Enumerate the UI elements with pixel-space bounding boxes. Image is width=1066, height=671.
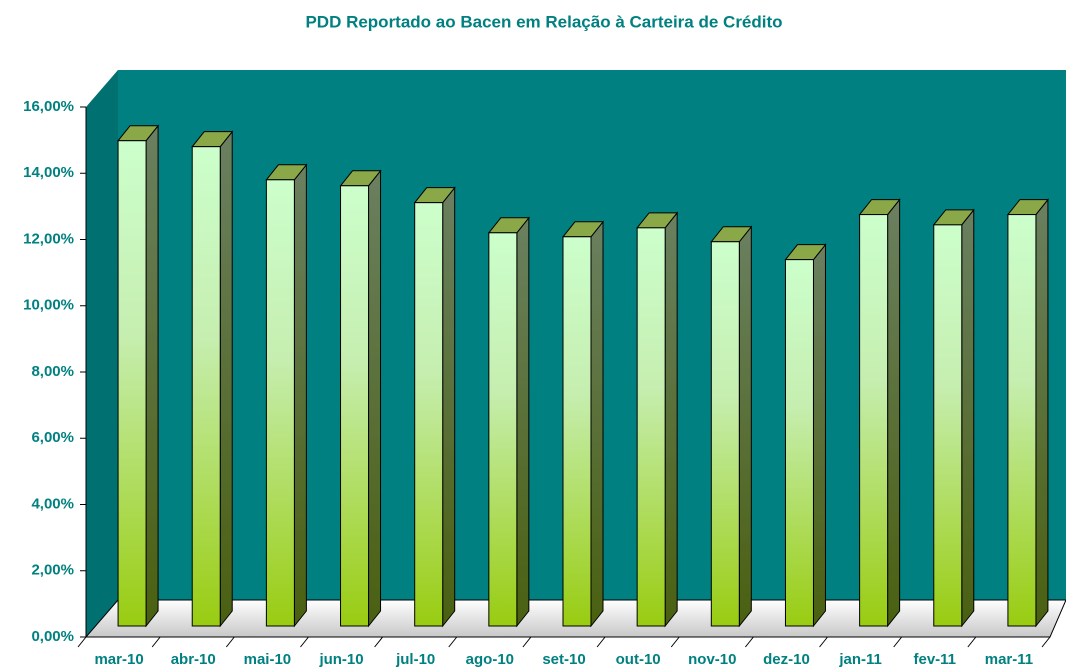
x-tick-label: fev-11 bbox=[913, 651, 956, 668]
x-tick-label: mai-10 bbox=[244, 651, 292, 668]
x-tick-label: jun-10 bbox=[318, 651, 363, 668]
bar bbox=[117, 140, 147, 627]
y-tick-label: 14,00% bbox=[23, 164, 74, 181]
x-tick bbox=[670, 636, 680, 648]
x-tick bbox=[77, 636, 87, 648]
x-tick-label: dez-10 bbox=[763, 651, 810, 668]
x-tick bbox=[225, 636, 235, 648]
x-tick-label: set-10 bbox=[542, 651, 585, 668]
bar-side bbox=[590, 220, 604, 628]
y-tick-label: 4,00% bbox=[31, 495, 74, 512]
bar-side bbox=[293, 163, 307, 628]
bar-side bbox=[442, 186, 456, 628]
x-tick-label: mar-10 bbox=[94, 651, 143, 668]
x-tick bbox=[596, 636, 606, 648]
x-tick-label: out-10 bbox=[616, 651, 661, 668]
x-tick-label: mar-11 bbox=[985, 651, 1033, 668]
y-tick-label: 10,00% bbox=[23, 297, 74, 314]
bar bbox=[710, 241, 740, 627]
bar-side bbox=[145, 124, 159, 628]
y-tick-label: 6,00% bbox=[31, 429, 74, 446]
bar bbox=[414, 202, 444, 627]
x-tick bbox=[967, 636, 977, 648]
side-wall bbox=[86, 70, 118, 637]
bar bbox=[933, 224, 963, 627]
chart-title: PDD Reportado ao Bacen em Relação à Cart… bbox=[305, 12, 782, 31]
x-tick-label: jul-10 bbox=[395, 651, 435, 668]
bar-side bbox=[368, 169, 382, 628]
y-tick-label: 2,00% bbox=[31, 562, 74, 579]
bar-side bbox=[961, 208, 975, 628]
x-tick bbox=[522, 636, 532, 648]
bar-side bbox=[664, 211, 678, 628]
x-tick bbox=[448, 636, 458, 648]
bar bbox=[636, 227, 666, 627]
x-tick bbox=[1041, 636, 1051, 648]
bar bbox=[340, 185, 370, 627]
bar bbox=[562, 236, 592, 627]
bar bbox=[859, 214, 889, 627]
x-tick bbox=[151, 636, 161, 648]
x-tick bbox=[300, 636, 309, 648]
x-tick bbox=[744, 636, 754, 648]
x-tick bbox=[819, 636, 828, 648]
x-tick bbox=[893, 636, 903, 648]
x-tick-label: ago-10 bbox=[466, 651, 514, 668]
x-tick-label: jan-11 bbox=[838, 651, 882, 668]
bar-side bbox=[219, 130, 233, 628]
y-tick-label: 16,00% bbox=[23, 98, 74, 115]
bar-side bbox=[1035, 198, 1049, 628]
bar-side bbox=[812, 243, 826, 628]
bar-side bbox=[738, 225, 752, 628]
bar bbox=[1007, 214, 1037, 627]
bar bbox=[191, 146, 221, 627]
bar-side bbox=[516, 216, 530, 628]
bar bbox=[784, 259, 814, 627]
x-tick-label: nov-10 bbox=[688, 651, 736, 668]
x-tick-label: abr-10 bbox=[171, 651, 216, 668]
y-tick-label: 0,00% bbox=[31, 628, 74, 645]
bar bbox=[488, 232, 518, 627]
x-tick bbox=[374, 636, 384, 648]
bar bbox=[265, 179, 295, 627]
y-tick-label: 12,00% bbox=[23, 230, 74, 247]
bar-side bbox=[887, 198, 901, 628]
y-tick-label: 8,00% bbox=[31, 363, 74, 380]
